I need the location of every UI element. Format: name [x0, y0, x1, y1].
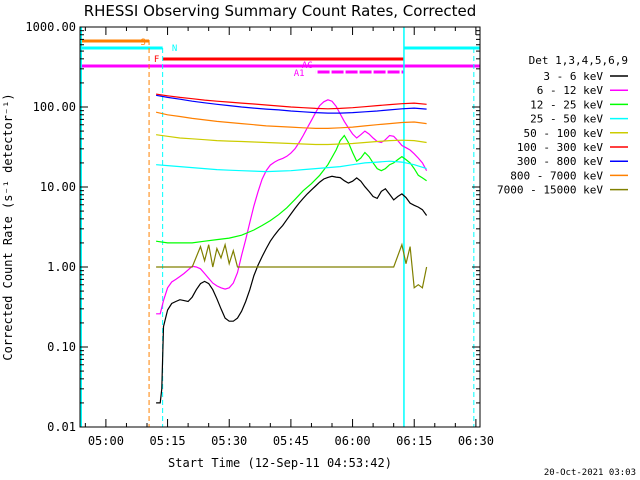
- series-line-6: [155, 94, 427, 114]
- y-tick-label: 100.00: [33, 100, 76, 114]
- x-axis-label: Start Time (12-Sep-11 04:53:42): [168, 456, 392, 470]
- y-axis-label: Corrected Count Rate (s⁻¹ detector⁻¹): [1, 93, 15, 360]
- legend-entry-2: 12 - 25 keV: [530, 98, 603, 111]
- y-tick-label: 1000.00: [25, 20, 76, 34]
- series-line-2: [156, 134, 427, 244]
- legend-entry-8: 7000 - 15000 keV: [497, 184, 603, 197]
- x-tick-label: 05:15: [150, 434, 186, 448]
- flag-label: AG: [302, 61, 313, 71]
- legend-entry-1: 6 - 12 keV: [537, 84, 604, 97]
- plot-frame: [79, 26, 481, 428]
- x-tick-label: 06:30: [458, 434, 494, 448]
- y-tick-label: 10.00: [40, 180, 76, 194]
- x-tick-label: 06:00: [334, 434, 370, 448]
- series-line-7: [155, 111, 427, 129]
- flag-label: F: [154, 55, 159, 65]
- x-tick-label: 05:45: [273, 434, 309, 448]
- legend-entry-3: 25 - 50 keV: [530, 113, 603, 126]
- footer-date: 20-Oct-2021 03:03: [544, 468, 636, 478]
- y-tick-label: 0.01: [47, 420, 76, 434]
- chart-title: RHESSI Observing Summary Count Rates, Co…: [84, 2, 477, 20]
- y-axis: 1000.00 100.00 10.00 1.00 0.10 0.01: [25, 20, 480, 434]
- x-tick-label: 05:00: [88, 434, 124, 448]
- y-tick-label: 1.00: [47, 260, 76, 274]
- legend-entry-0: 3 - 6 keV: [543, 70, 603, 83]
- x-tick-label: 05:30: [211, 434, 247, 448]
- series-line-5: [156, 93, 427, 110]
- series-line-0: [156, 175, 428, 404]
- legend-entry-6: 300 - 800 keV: [517, 155, 603, 168]
- series-lines: [155, 93, 428, 404]
- x-tick-label: 06:15: [396, 434, 432, 448]
- series-line-3: [156, 160, 427, 173]
- series-line-8: [156, 242, 428, 289]
- legend-entry-5: 100 - 300 keV: [517, 141, 603, 154]
- legend-entry-4: 50 - 100 keV: [524, 127, 604, 140]
- y-tick-label: 0.10: [47, 340, 76, 354]
- legend-entry-7: 800 - 7000 keV: [510, 169, 603, 182]
- legend-title: Det 1,3,4,5,6,9: [529, 54, 628, 67]
- time-marker-lines: [80, 27, 475, 427]
- flag-label: A1: [294, 69, 305, 79]
- flag-label: N: [172, 44, 177, 54]
- x-axis: 05:00 05:15 05:30 05:45 06:00 06:15 06:30: [84, 27, 494, 448]
- series-line-1: [156, 99, 428, 315]
- series-line-4: [156, 134, 427, 146]
- flag-label: S: [140, 38, 145, 48]
